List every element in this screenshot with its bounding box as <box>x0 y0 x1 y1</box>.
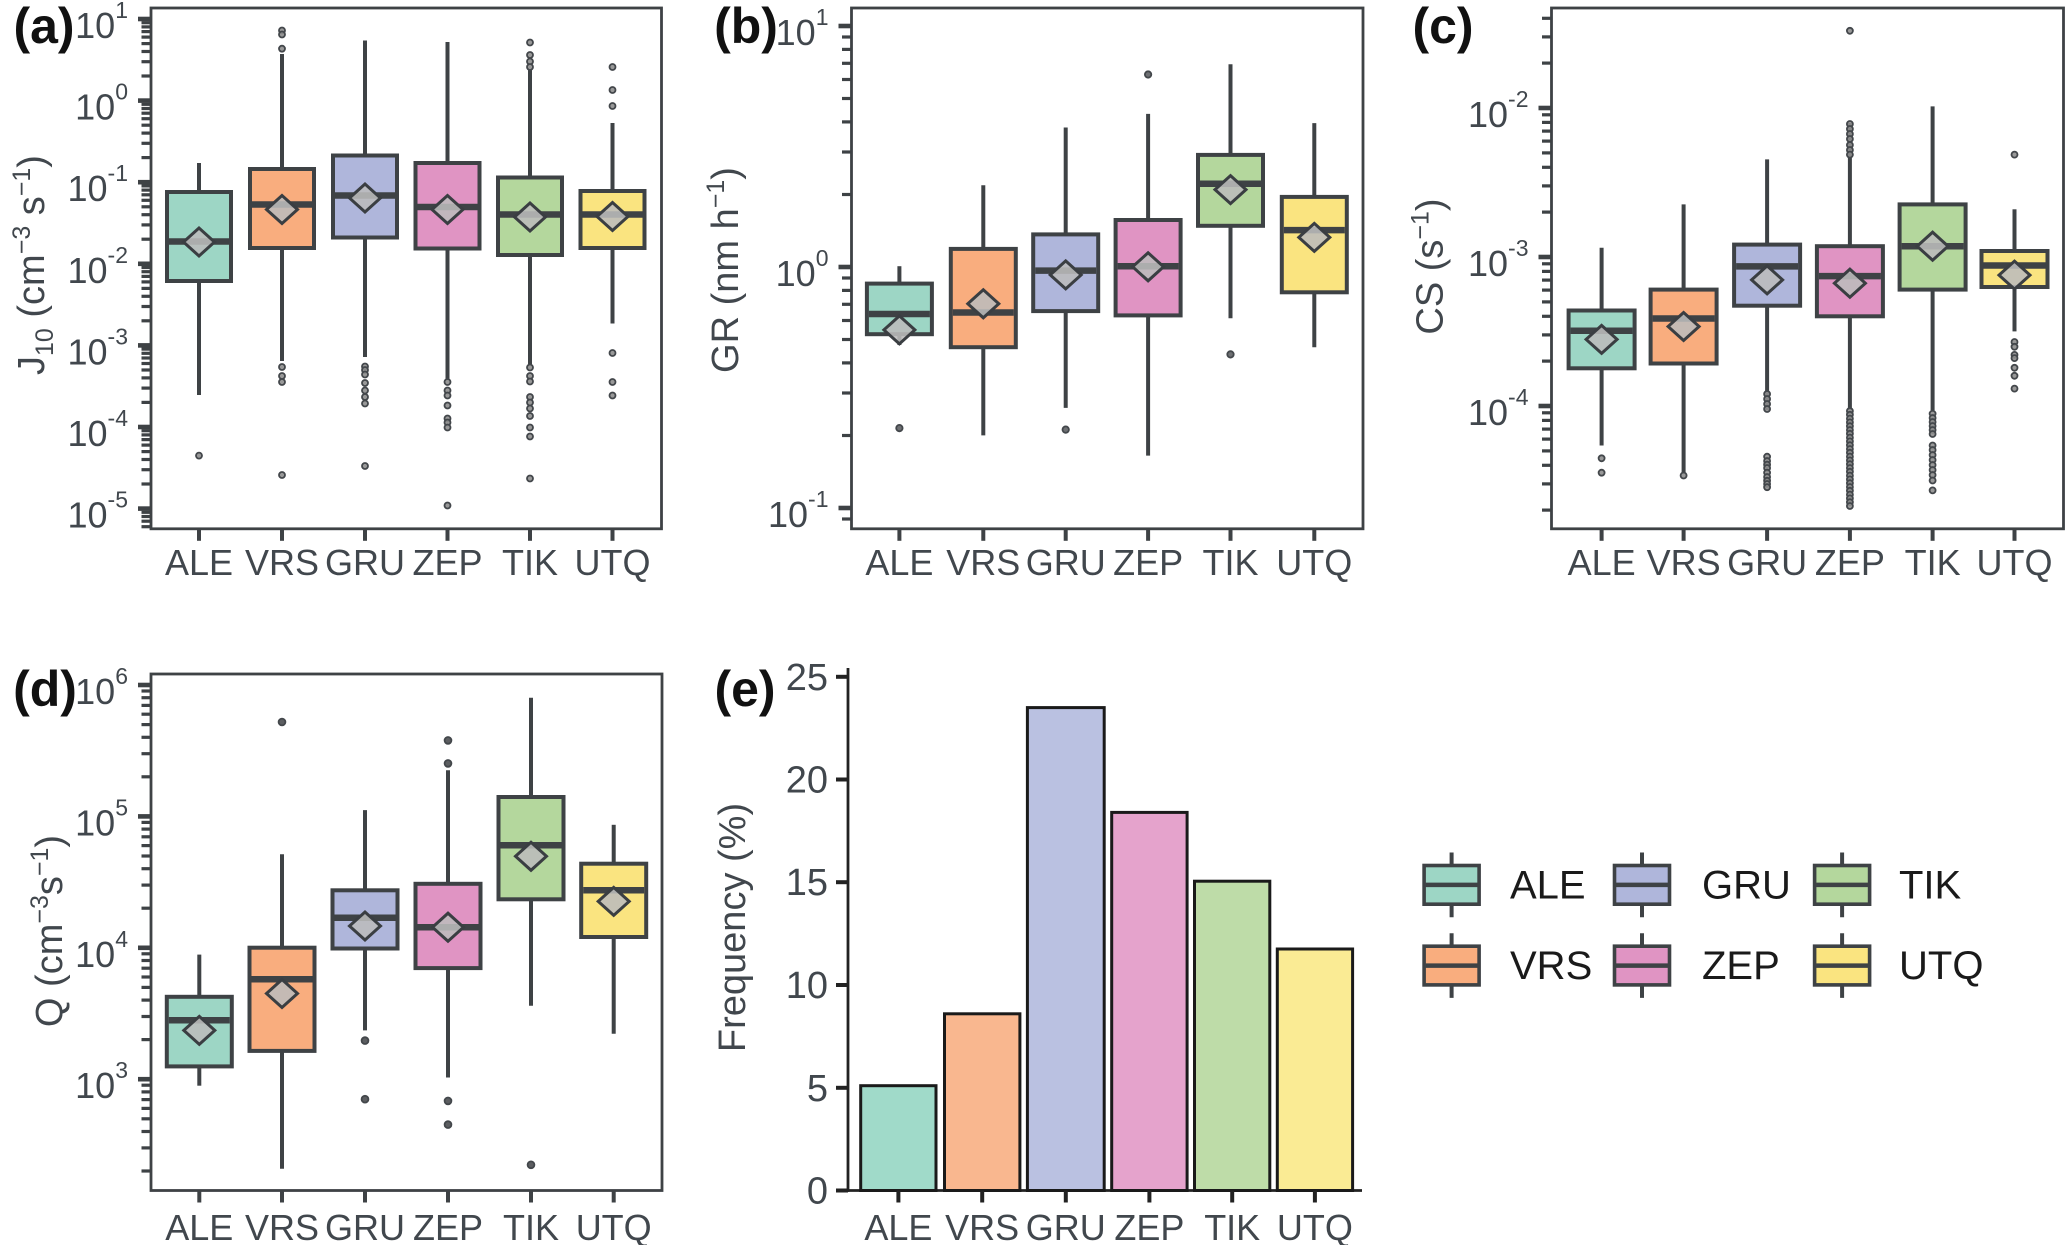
svg-text:VRS: VRS <box>946 542 1020 583</box>
svg-text:ALE: ALE <box>865 542 933 583</box>
svg-text:ZEP: ZEP <box>1113 542 1183 583</box>
svg-text:10-4: 10-4 <box>68 405 129 454</box>
svg-text:ZEP: ZEP <box>1815 542 1885 583</box>
svg-text:UTQ: UTQ <box>1276 542 1352 583</box>
svg-text:10-1: 10-1 <box>768 486 829 535</box>
svg-text:ALE: ALE <box>1568 542 1636 583</box>
svg-text:(a): (a) <box>13 0 74 54</box>
svg-text:10-2: 10-2 <box>68 242 129 291</box>
svg-text:10-3: 10-3 <box>1468 235 1529 284</box>
svg-text:(d): (d) <box>13 661 77 717</box>
svg-text:106: 106 <box>75 663 128 712</box>
svg-text:100: 100 <box>75 79 128 128</box>
svg-text:(e): (e) <box>714 661 775 717</box>
svg-text:10-1: 10-1 <box>68 160 129 209</box>
svg-text:5: 5 <box>807 1068 828 1110</box>
svg-text:105: 105 <box>75 794 128 843</box>
svg-text:10-4: 10-4 <box>1468 384 1529 433</box>
svg-text:CS (s−1): CS (s−1) <box>1407 198 1452 334</box>
svg-text:TIK: TIK <box>1204 1207 1260 1245</box>
svg-text:J10 (cm−3 s−1): J10 (cm−3 s−1) <box>8 155 59 375</box>
svg-text:UTQ: UTQ <box>1277 1207 1353 1245</box>
svg-text:GRU: GRU <box>325 542 405 583</box>
svg-text:10-2: 10-2 <box>1468 86 1529 135</box>
svg-text:15: 15 <box>786 862 828 904</box>
svg-text:UTQ: UTQ <box>576 1207 652 1245</box>
svg-text:GR (nm h−1): GR (nm h−1) <box>702 167 747 373</box>
svg-text:10: 10 <box>786 965 828 1007</box>
svg-text:ZEP: ZEP <box>413 1207 483 1245</box>
svg-text:TIK: TIK <box>1202 542 1258 583</box>
svg-text:ALE: ALE <box>165 542 233 583</box>
svg-text:UTQ: UTQ <box>1899 944 1983 988</box>
svg-text:ALE: ALE <box>1510 863 1586 907</box>
svg-text:(c): (c) <box>1412 0 1473 54</box>
svg-text:GRU: GRU <box>1026 1207 1106 1245</box>
svg-text:VRS: VRS <box>245 1207 319 1245</box>
svg-text:10-3: 10-3 <box>68 323 129 372</box>
svg-text:103: 103 <box>75 1057 128 1106</box>
svg-text:Q (cm−3s−1): Q (cm−3s−1) <box>26 835 71 1027</box>
svg-text:TIK: TIK <box>1899 863 1962 907</box>
svg-text:ZEP: ZEP <box>412 542 482 583</box>
svg-text:GRU: GRU <box>325 1207 405 1245</box>
svg-text:GRU: GRU <box>1026 542 1106 583</box>
svg-text:VRS: VRS <box>245 542 319 583</box>
svg-text:25: 25 <box>786 657 828 699</box>
svg-text:GRU: GRU <box>1727 542 1807 583</box>
svg-text:10-5: 10-5 <box>68 487 129 536</box>
svg-text:TIK: TIK <box>1905 542 1961 583</box>
svg-text:ZEP: ZEP <box>1702 944 1780 988</box>
svg-text:(b): (b) <box>714 0 778 54</box>
svg-text:UTQ: UTQ <box>575 542 651 583</box>
svg-text:0: 0 <box>807 1171 828 1213</box>
svg-text:TIK: TIK <box>502 542 558 583</box>
svg-text:101: 101 <box>75 0 128 46</box>
svg-text:ZEP: ZEP <box>1114 1207 1184 1245</box>
svg-text:100: 100 <box>776 245 829 294</box>
svg-text:ALE: ALE <box>864 1207 932 1245</box>
svg-text:104: 104 <box>75 926 128 975</box>
svg-text:GRU: GRU <box>1702 863 1791 907</box>
svg-text:VRS: VRS <box>1510 944 1592 988</box>
svg-text:101: 101 <box>776 4 829 53</box>
svg-text:UTQ: UTQ <box>1977 542 2053 583</box>
svg-text:ALE: ALE <box>165 1207 233 1245</box>
svg-text:VRS: VRS <box>945 1207 1019 1245</box>
svg-text:20: 20 <box>786 760 828 802</box>
svg-text:Frequency (%): Frequency (%) <box>712 803 754 1052</box>
svg-text:VRS: VRS <box>1647 542 1721 583</box>
svg-text:TIK: TIK <box>503 1207 559 1245</box>
